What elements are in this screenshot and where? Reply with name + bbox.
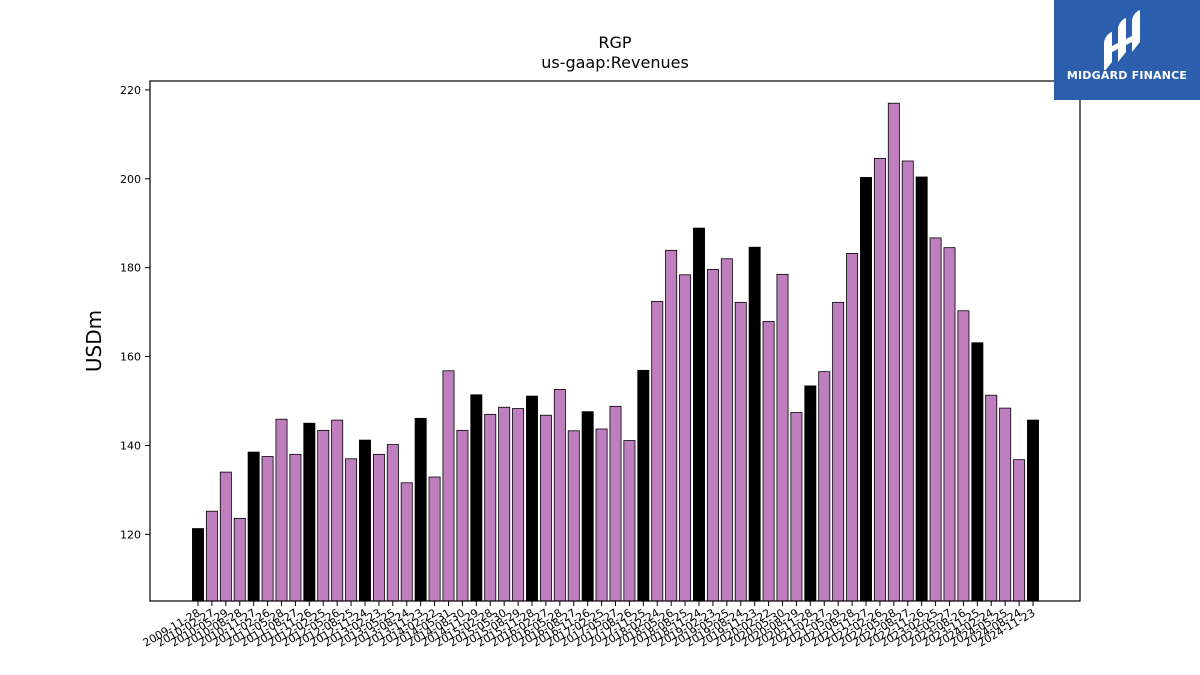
bar-2016-08-27 bbox=[567, 430, 580, 602]
bar-2014-08-30 bbox=[456, 429, 469, 602]
bar-2018-05-26 bbox=[665, 249, 678, 602]
bar-2020-11-28 bbox=[804, 385, 817, 602]
bar-2013-02-23 bbox=[372, 453, 385, 602]
bar-2020-05-30 bbox=[776, 273, 789, 602]
bar-2018-02-24 bbox=[651, 301, 664, 602]
bar-2014-02-22 bbox=[428, 476, 441, 602]
bar-2023-11-25 bbox=[971, 342, 984, 602]
y-tick-label: 220 bbox=[120, 84, 141, 97]
bar-2016-02-27 bbox=[539, 414, 552, 602]
y-axis-label: USDm bbox=[82, 310, 106, 372]
bar-series bbox=[192, 102, 1039, 602]
bar-2013-11-23 bbox=[414, 417, 427, 602]
bar-2015-02-28 bbox=[484, 413, 497, 602]
bar-2010-11-27 bbox=[247, 451, 260, 602]
y-axis: 120 140 160 180 200 220 bbox=[120, 84, 150, 541]
bar-2021-08-28 bbox=[846, 253, 859, 602]
bar-2023-08-26 bbox=[957, 310, 970, 602]
bar-2015-11-28 bbox=[526, 395, 538, 602]
bar-2022-02-26 bbox=[873, 157, 886, 602]
bar-2012-08-25 bbox=[345, 458, 358, 602]
bar-2011-02-26 bbox=[261, 456, 274, 602]
bar-2011-08-27 bbox=[289, 453, 302, 602]
bar-2014-05-31 bbox=[442, 370, 455, 602]
bar-2021-11-27 bbox=[860, 177, 872, 602]
y-tick-label: 180 bbox=[120, 262, 141, 275]
bar-2017-05-27 bbox=[609, 405, 622, 602]
bar-2018-11-24 bbox=[693, 227, 705, 602]
y-tick-label: 200 bbox=[120, 173, 141, 186]
chart-title: RGP bbox=[598, 33, 632, 52]
bar-2021-02-27 bbox=[818, 371, 831, 602]
bar-2013-08-24 bbox=[400, 482, 413, 602]
bar-2015-08-29 bbox=[512, 408, 525, 602]
bar-2013-05-25 bbox=[386, 444, 399, 602]
y-tick-label: 140 bbox=[120, 439, 141, 452]
bar-2019-05-25 bbox=[720, 258, 733, 602]
bar-2021-05-29 bbox=[832, 301, 845, 602]
chart-subtitle: us-gaap:Revenues bbox=[541, 53, 689, 72]
bar-2024-05-25 bbox=[999, 407, 1012, 602]
midgard-finance-logo: MIDGARD FINANCE bbox=[1054, 0, 1200, 100]
bar-2024-02-24 bbox=[985, 394, 998, 602]
bar-2010-02-27 bbox=[205, 510, 218, 602]
bar-2014-11-29 bbox=[470, 394, 483, 602]
y-tick-label: 160 bbox=[120, 351, 141, 364]
bar-2019-08-24 bbox=[734, 301, 747, 602]
bar-2017-11-25 bbox=[637, 369, 650, 602]
bar-2019-11-23 bbox=[748, 246, 761, 602]
bar-2024-11-23 bbox=[1027, 419, 1039, 602]
bar-2023-05-27 bbox=[943, 247, 956, 602]
bar-2016-11-26 bbox=[581, 411, 594, 602]
bar-2016-05-28 bbox=[553, 389, 566, 602]
bar-2011-11-26 bbox=[303, 422, 316, 602]
bar-2020-02-22 bbox=[762, 321, 775, 602]
bar-2024-08-24 bbox=[1013, 459, 1026, 602]
plot-frame bbox=[149, 80, 1081, 602]
bar-2012-05-26 bbox=[331, 419, 344, 602]
bar-2009-11-28 bbox=[192, 528, 204, 602]
bar-2022-08-27 bbox=[901, 160, 914, 602]
bar-2017-08-26 bbox=[623, 440, 636, 602]
bar-2012-11-24 bbox=[359, 439, 371, 602]
bar-2011-05-28 bbox=[275, 418, 288, 602]
bar-2017-02-25 bbox=[595, 428, 608, 602]
bar-2010-08-28 bbox=[233, 517, 246, 602]
bar-2022-11-26 bbox=[915, 176, 928, 602]
logo-mark-icon bbox=[1104, 10, 1140, 70]
bar-2022-05-28 bbox=[887, 102, 900, 602]
bar-2018-08-25 bbox=[679, 274, 692, 602]
x-axis: 2009-11-282010-02-272010-05-292010-08-28… bbox=[141, 601, 1038, 650]
bar-2023-02-25 bbox=[929, 237, 942, 602]
bar-2015-05-30 bbox=[498, 406, 511, 602]
logo-text: MIDGARD FINANCE bbox=[1066, 69, 1188, 82]
bar-2012-02-25 bbox=[317, 429, 330, 602]
bar-2010-05-29 bbox=[219, 471, 232, 602]
y-tick-label: 120 bbox=[120, 528, 141, 541]
bar-2020-08-29 bbox=[790, 412, 803, 602]
bar-2019-02-23 bbox=[706, 269, 719, 602]
